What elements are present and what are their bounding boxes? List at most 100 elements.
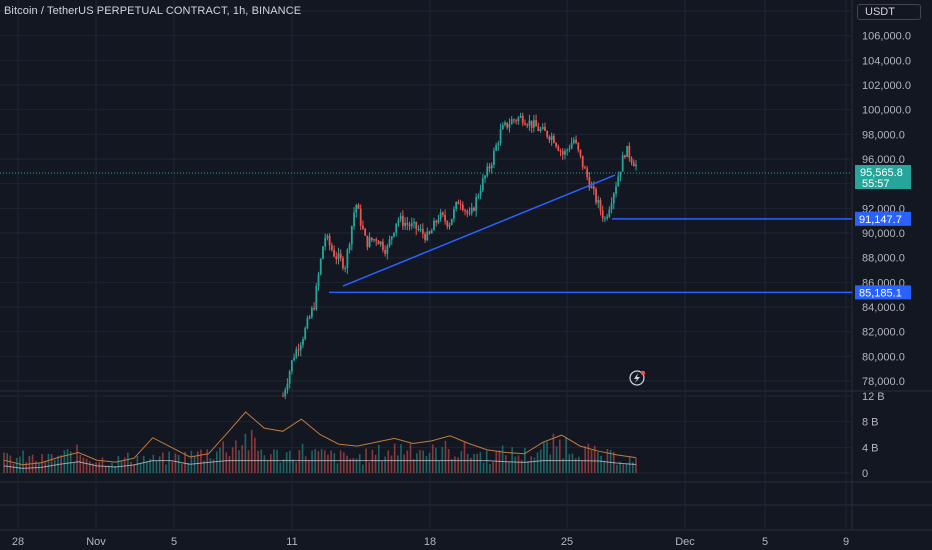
volume-bar	[177, 454, 180, 473]
volume-bar	[63, 450, 66, 473]
volume-bar	[114, 465, 116, 473]
volume-bar	[73, 462, 75, 473]
volume-bar	[562, 458, 564, 473]
lightning-alert-icon[interactable]	[629, 370, 645, 386]
volume-tick-label: 0	[862, 468, 868, 480]
candle-body	[628, 145, 631, 158]
candle-body	[466, 210, 469, 214]
currency-button[interactable]: USDT	[857, 4, 921, 20]
candle-body	[532, 120, 535, 128]
volume-bar	[69, 451, 72, 473]
x-tick-label: 11	[286, 536, 297, 548]
volume-bar	[416, 453, 418, 473]
volume-ma-line	[3, 411, 637, 466]
candle-body	[404, 222, 407, 226]
volume-bar	[193, 455, 196, 473]
x-tick-label: 28	[12, 536, 24, 548]
candle-body	[606, 216, 609, 219]
candle-body	[395, 223, 398, 233]
candle-body	[597, 200, 600, 203]
candle-body	[357, 204, 360, 209]
volume-bar	[606, 449, 609, 473]
candle-body	[322, 246, 324, 259]
candle-body	[499, 129, 502, 144]
volume-bar	[406, 450, 409, 473]
volume-bar	[343, 452, 345, 473]
candle-body	[617, 176, 620, 187]
candle-body	[517, 117, 520, 122]
candle-body	[426, 231, 429, 241]
level-price-label: 85,185.1	[859, 287, 902, 299]
candle-body	[397, 219, 400, 224]
candle-body	[575, 139, 577, 143]
volume-bar	[111, 462, 113, 473]
candle-body	[619, 171, 622, 177]
volume-bar	[441, 446, 444, 473]
candle-body	[399, 215, 402, 220]
candle-body	[488, 166, 491, 169]
volume-bar	[571, 453, 574, 473]
volume-bar	[295, 462, 297, 473]
volume-bar	[203, 460, 205, 473]
volume-bar	[584, 446, 586, 473]
level-price-tag	[855, 285, 911, 300]
volume-bar	[552, 433, 555, 473]
volume-bar	[587, 443, 590, 473]
volume-bar	[476, 453, 479, 473]
volume-bar	[250, 430, 253, 473]
volume-bar	[47, 453, 50, 473]
y-tick-label: 100,000.0	[862, 105, 911, 117]
candle-body	[390, 236, 393, 240]
volume-bar	[431, 444, 434, 473]
candle-body	[453, 208, 455, 219]
candle-body	[601, 210, 604, 219]
volume-tick-label: 8 B	[862, 417, 879, 429]
volume-bar	[428, 452, 431, 473]
candle-body	[295, 349, 298, 358]
candle-body	[557, 146, 560, 151]
candle-body	[388, 239, 391, 247]
volume-bar	[260, 449, 263, 473]
candle-body	[330, 245, 333, 250]
candle-body	[524, 123, 526, 125]
candle-body	[433, 220, 435, 231]
candle-body	[313, 308, 315, 310]
candle-body	[424, 233, 426, 241]
y-tick-label: 82,000.0	[862, 327, 905, 339]
volume-bar	[635, 457, 637, 473]
y-tick-label: 80,000.0	[862, 351, 905, 363]
candle-body	[519, 115, 522, 118]
chart-title: Bitcoin / TetherUS PERPETUAL CONTRACT, 1…	[4, 5, 302, 17]
volume-bar	[330, 450, 332, 473]
candle-body	[304, 328, 307, 340]
candle-body	[377, 241, 380, 245]
volume-bar	[625, 463, 628, 473]
volume-bar	[25, 462, 28, 473]
volume-bar	[282, 459, 285, 473]
volume-bar	[362, 464, 364, 473]
candle-body	[630, 157, 633, 163]
volume-bar	[403, 454, 405, 473]
candle-body	[581, 155, 584, 168]
volume-bar	[92, 463, 94, 473]
candle-body	[293, 357, 296, 361]
candle-body	[290, 360, 293, 372]
volume-bar	[9, 455, 12, 473]
candle-body	[475, 197, 478, 211]
volume-bar	[377, 444, 380, 473]
volume-bar	[98, 461, 101, 473]
volume-bar	[82, 457, 85, 473]
volume-bar	[479, 452, 482, 473]
volume-bar	[76, 444, 78, 473]
candle-body	[539, 128, 542, 131]
candle-body	[417, 229, 420, 231]
volume-bar	[6, 453, 8, 473]
candle-body	[521, 115, 524, 124]
volume-bar	[285, 452, 288, 473]
candle-body	[493, 150, 495, 165]
volume-bar	[619, 461, 621, 473]
volume-bar	[482, 462, 485, 473]
candle-body	[446, 221, 449, 227]
candle-body	[610, 203, 613, 210]
